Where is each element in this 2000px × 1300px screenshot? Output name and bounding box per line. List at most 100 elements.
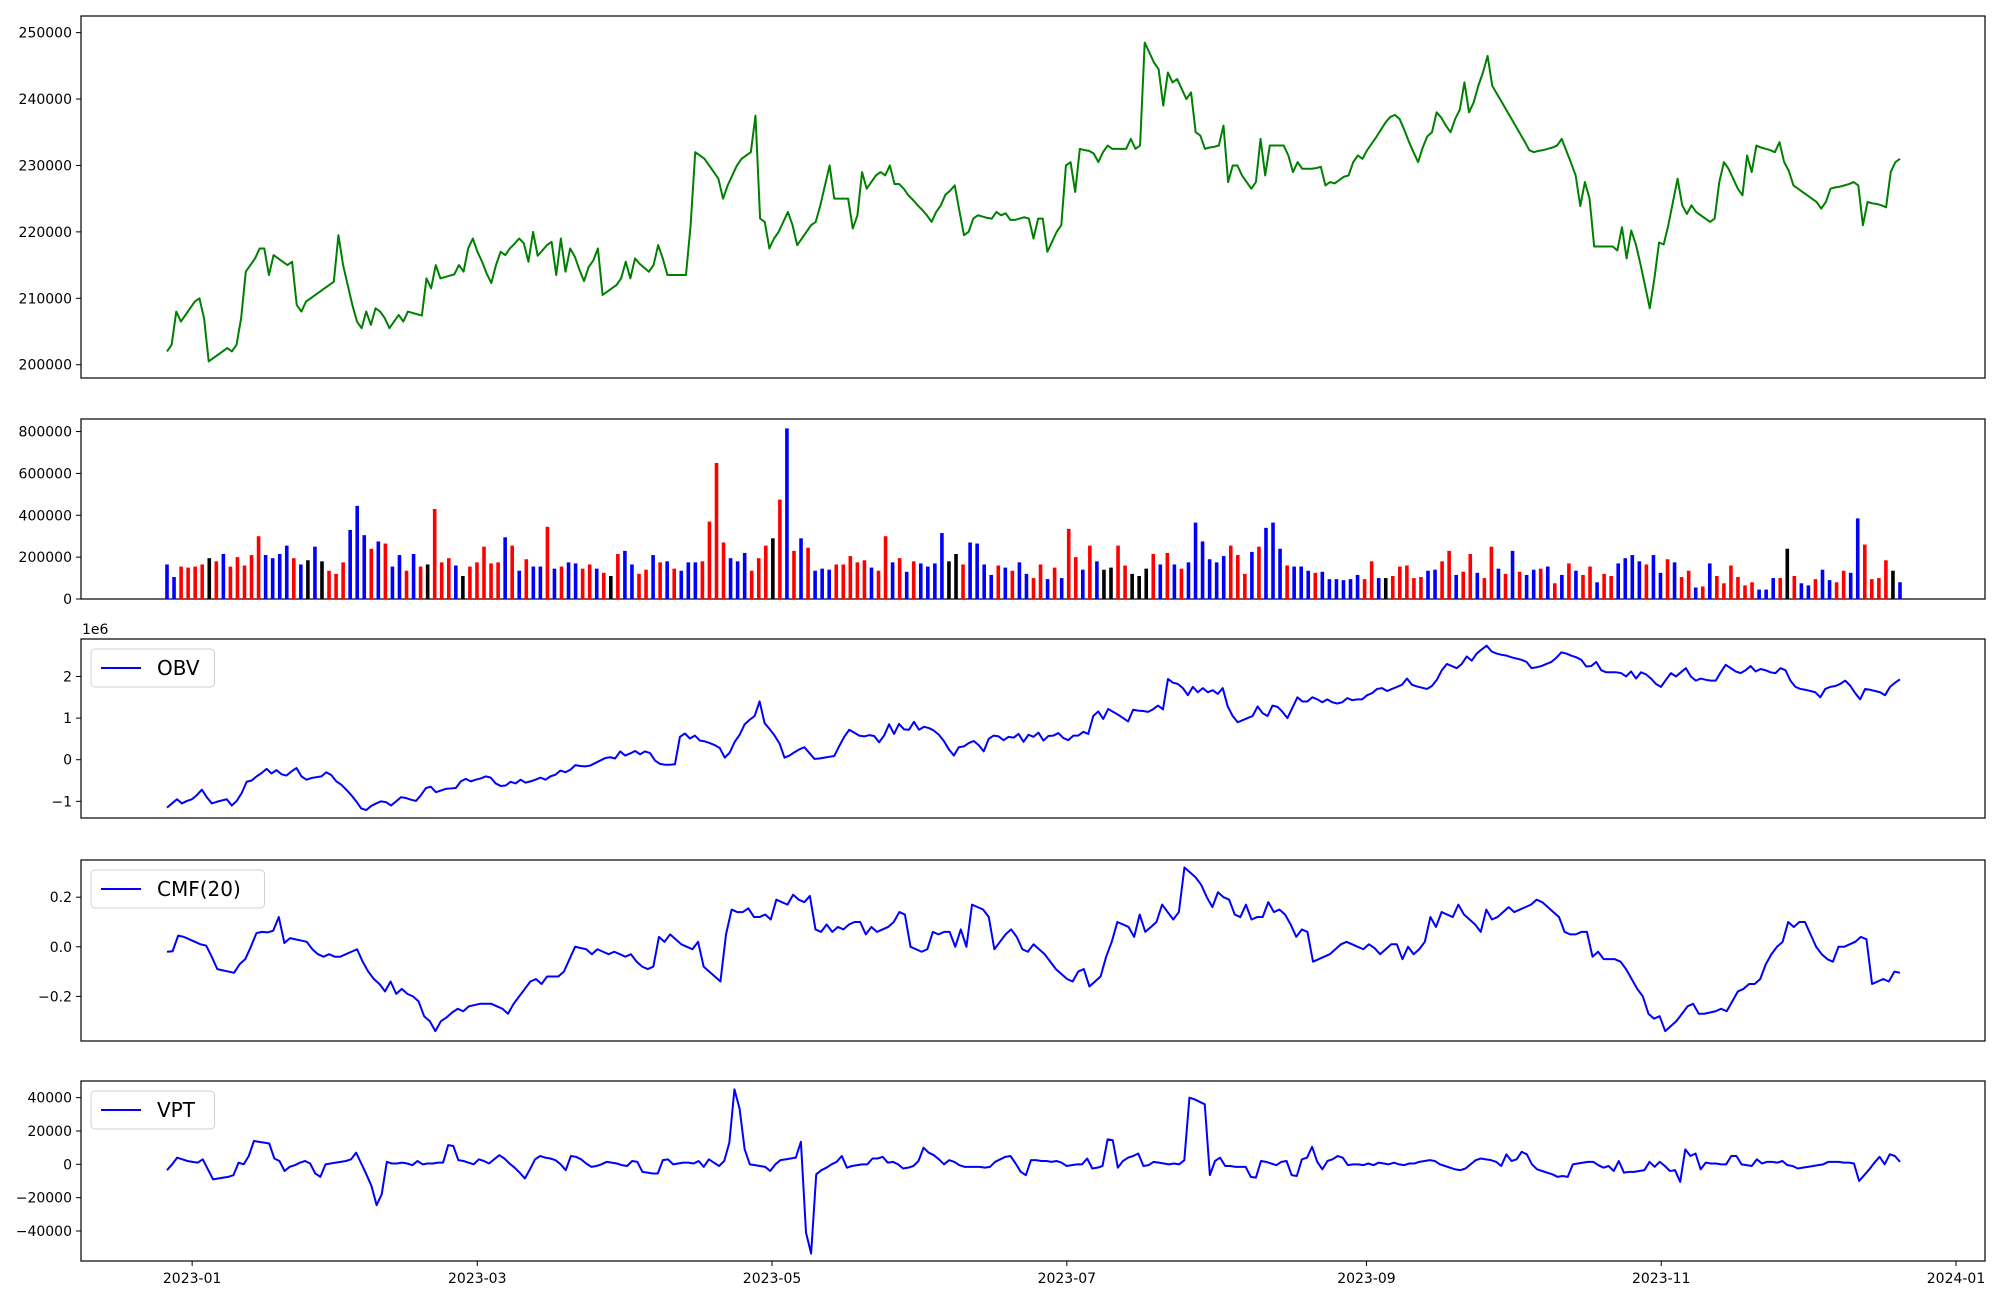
volume-bar: [573, 563, 578, 599]
volume-bar: [1475, 572, 1480, 599]
volume-bar: [904, 571, 909, 599]
volume-bar: [1095, 561, 1099, 599]
volume-bar: [813, 570, 817, 599]
volume-bar: [1595, 582, 1599, 599]
volume-bar: [1560, 574, 1564, 599]
volume-bar: [242, 565, 247, 599]
volume-bar: [1496, 568, 1501, 599]
volume-bar: [1109, 567, 1113, 599]
volume-bar: [566, 562, 571, 599]
price-axes-frame: [80, 15, 1986, 379]
volume-bar: [228, 566, 233, 599]
cmf-legend-label: CMF(20): [157, 877, 241, 901]
volume-bar: [1116, 545, 1120, 599]
price-ytick-label: 210000: [19, 291, 72, 307]
obv-offset-text: 1e6: [82, 622, 109, 638]
volume-bar: [489, 563, 493, 599]
volume-bar: [468, 566, 472, 599]
volume-bar: [397, 555, 402, 599]
volume-bar: [1877, 578, 1881, 599]
volume-bar: [1088, 545, 1092, 599]
volume-bar: [200, 564, 205, 599]
obv-legend: OBV: [90, 648, 215, 688]
volume-bar: [235, 557, 240, 599]
volume-bar: [651, 555, 655, 599]
volume-bar: [1010, 570, 1015, 599]
volume-bar: [1362, 579, 1367, 599]
volume-bar: [1144, 568, 1149, 599]
obv-legend-box: [90, 648, 215, 688]
volume-bar: [1250, 551, 1254, 599]
volume-bar: [207, 558, 212, 599]
volume-bar: [1017, 562, 1022, 599]
volume-bar: [742, 552, 747, 599]
volume-bar: [855, 562, 860, 599]
volume-bar: [1891, 570, 1895, 599]
volume-bar: [376, 541, 381, 599]
volume-bar: [1228, 545, 1233, 599]
volume-bar: [672, 568, 677, 599]
volume-bar: [1186, 562, 1191, 599]
obv-ytick-label: 2: [63, 669, 72, 685]
volume-bar: [1630, 555, 1635, 599]
volume-bar: [1454, 574, 1458, 599]
price-ytick-label: 200000: [19, 358, 72, 374]
volume-bar: [947, 561, 951, 599]
volume-bar: [390, 566, 395, 599]
volume-bar: [559, 566, 564, 599]
volume-bar: [1038, 564, 1043, 599]
volume-bar: [1841, 570, 1846, 599]
volume-bar: [1686, 570, 1691, 599]
volume-bar: [1799, 583, 1804, 599]
volume-bar: [214, 561, 219, 599]
volume-ytick-label: 600000: [19, 466, 72, 482]
cmf-panel: −0.2 0.0 0.2 CMF(20): [38, 859, 1986, 1042]
volume-bar: [785, 428, 789, 599]
volume-bar: [1433, 569, 1437, 599]
volume-bar: [1623, 558, 1628, 599]
volume-bar: [1440, 561, 1444, 599]
obv-ytick-label: 0: [63, 753, 72, 769]
volume-bar: [1257, 546, 1261, 599]
volume-bar: [1644, 564, 1649, 599]
volume-bar: [1200, 541, 1205, 599]
x-axis-tick-label: 2023-05: [743, 1271, 802, 1287]
volume-bar: [369, 548, 374, 599]
volume-bar: [1299, 566, 1303, 599]
volume-bar: [707, 521, 712, 599]
volume-bar: [439, 562, 444, 599]
volume-bar: [1862, 544, 1867, 599]
volume-bar: [1024, 573, 1029, 599]
volume-bar: [1489, 546, 1494, 599]
volume-bar: [594, 568, 599, 599]
volume-bar: [1884, 560, 1888, 599]
volume-bar: [623, 550, 627, 599]
volume-bar: [749, 570, 754, 599]
cmf-series-line: [166, 866, 1901, 1033]
volume-bar: [1271, 522, 1275, 599]
volume-bar: [862, 560, 867, 599]
volume-bar: [1214, 562, 1219, 599]
volume-bar: [1031, 578, 1036, 599]
volume-bar: [1412, 578, 1416, 599]
volume-bar: [362, 535, 367, 599]
x-axis-tick-label: 2024-01: [1927, 1271, 1986, 1287]
volume-bar: [1285, 565, 1289, 599]
volume-bar: [792, 550, 796, 599]
cmf-legend-box: [90, 869, 265, 909]
cmf-axes-frame: [80, 859, 1986, 1042]
volume-bar: [221, 554, 226, 599]
volume-bar: [918, 563, 923, 599]
volume-bar: [348, 529, 352, 599]
volume-bar: [313, 546, 317, 599]
volume-bar: [975, 543, 979, 599]
volume-bar: [538, 566, 543, 599]
volume-bar: [1278, 548, 1282, 599]
volume-bar: [820, 568, 824, 599]
obv-axes-frame: [80, 638, 1986, 819]
volume-bar: [172, 577, 176, 599]
volume-bar: [193, 566, 197, 599]
cmf-ytick-label: −0.2: [38, 989, 72, 1005]
volume-bar: [1482, 578, 1487, 599]
